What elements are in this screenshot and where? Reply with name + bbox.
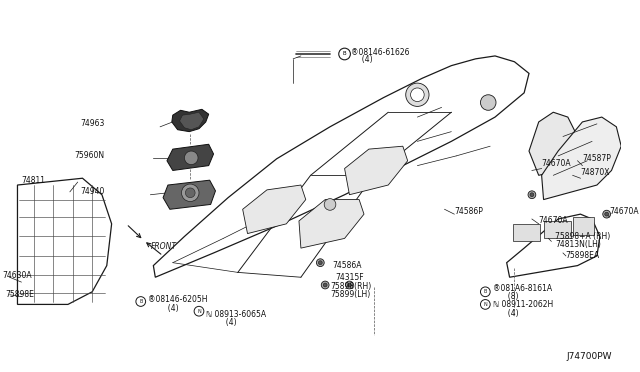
Circle shape	[316, 259, 324, 267]
Circle shape	[182, 184, 199, 202]
Polygon shape	[529, 112, 577, 175]
Text: ®081A6-8161A: ®081A6-8161A	[493, 284, 552, 294]
Text: 74587P: 74587P	[582, 154, 611, 163]
Circle shape	[136, 296, 145, 307]
Text: 75899(LH): 75899(LH)	[330, 290, 371, 299]
Polygon shape	[344, 146, 408, 195]
Text: 74940: 74940	[81, 187, 105, 196]
Text: N: N	[197, 309, 201, 314]
Text: 74963: 74963	[81, 119, 105, 128]
Text: 75898EA: 75898EA	[565, 251, 599, 260]
Circle shape	[323, 283, 327, 287]
Text: ®08146-61626: ®08146-61626	[351, 48, 410, 57]
Text: ®08146-6205H: ®08146-6205H	[148, 295, 207, 304]
Text: ℕ 08911-2062H: ℕ 08911-2062H	[493, 300, 554, 309]
Polygon shape	[299, 200, 364, 248]
Polygon shape	[507, 214, 600, 277]
Text: 74670A: 74670A	[539, 217, 568, 225]
Text: 74811: 74811	[21, 176, 45, 185]
Text: 74670A: 74670A	[541, 159, 572, 168]
Polygon shape	[541, 117, 621, 200]
Text: (8): (8)	[503, 292, 518, 301]
Circle shape	[481, 287, 490, 296]
Text: J74700PW: J74700PW	[566, 352, 611, 361]
Circle shape	[318, 261, 323, 264]
Circle shape	[481, 95, 496, 110]
Polygon shape	[163, 180, 216, 209]
Circle shape	[186, 188, 195, 198]
Circle shape	[406, 83, 429, 106]
Polygon shape	[543, 221, 571, 238]
Polygon shape	[573, 217, 594, 234]
Circle shape	[530, 193, 534, 197]
Polygon shape	[243, 185, 306, 234]
Circle shape	[481, 299, 490, 309]
Circle shape	[348, 283, 351, 287]
Polygon shape	[180, 112, 204, 130]
Polygon shape	[17, 178, 111, 304]
Text: 75960N: 75960N	[75, 151, 105, 160]
Circle shape	[605, 212, 609, 216]
Text: 74586A: 74586A	[332, 261, 362, 270]
Text: 74870X: 74870X	[580, 168, 610, 177]
Circle shape	[324, 199, 336, 210]
Text: (4): (4)	[357, 55, 373, 64]
Circle shape	[346, 281, 353, 289]
Text: 74586P: 74586P	[454, 207, 483, 216]
Text: 75898+A (RH): 75898+A (RH)	[556, 232, 611, 241]
Circle shape	[603, 210, 611, 218]
Text: FRONT: FRONT	[150, 242, 177, 251]
Text: 74670A: 74670A	[609, 207, 639, 216]
Polygon shape	[154, 56, 529, 277]
Circle shape	[194, 307, 204, 316]
Text: 74813N(LH): 74813N(LH)	[556, 240, 601, 249]
Polygon shape	[167, 144, 214, 170]
Circle shape	[321, 281, 329, 289]
Text: B: B	[484, 289, 487, 294]
Text: 74315F: 74315F	[335, 273, 364, 282]
Text: (4): (4)	[221, 318, 237, 327]
Text: ℕ 08913-6065A: ℕ 08913-6065A	[206, 310, 266, 319]
Polygon shape	[513, 224, 540, 241]
Text: 75898(RH): 75898(RH)	[330, 282, 371, 291]
Circle shape	[411, 88, 424, 102]
Text: B: B	[343, 51, 346, 57]
Polygon shape	[172, 109, 209, 132]
Text: B: B	[139, 299, 143, 304]
Text: (4): (4)	[163, 304, 179, 313]
Text: 75898E: 75898E	[6, 290, 35, 299]
Circle shape	[528, 191, 536, 199]
Circle shape	[184, 151, 198, 165]
Text: 74630A: 74630A	[2, 271, 31, 280]
Text: N: N	[483, 302, 487, 307]
Text: (4): (4)	[503, 309, 518, 318]
Circle shape	[339, 48, 351, 60]
